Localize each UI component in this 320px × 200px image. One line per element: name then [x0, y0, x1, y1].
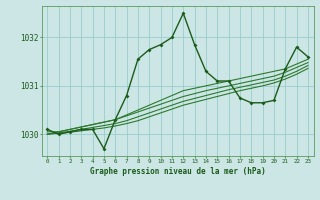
X-axis label: Graphe pression niveau de la mer (hPa): Graphe pression niveau de la mer (hPa): [90, 167, 266, 176]
